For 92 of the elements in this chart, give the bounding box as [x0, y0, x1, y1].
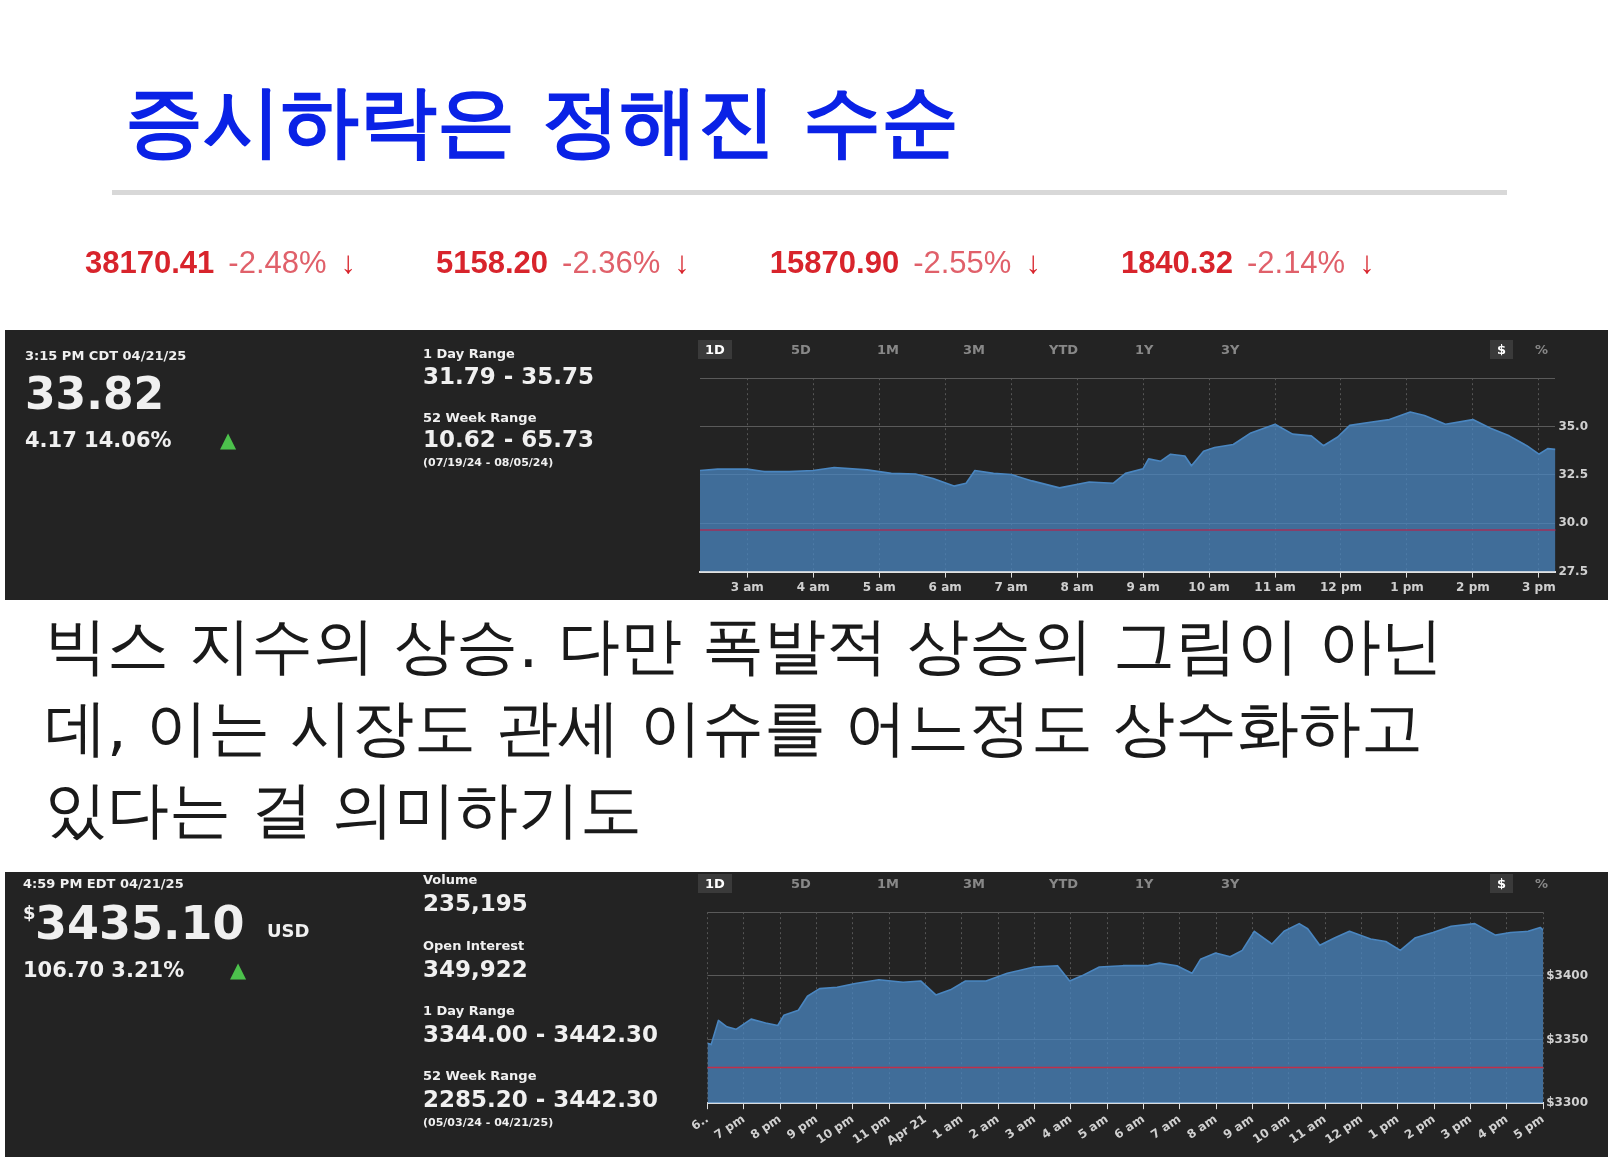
- text: 3Y: [1220, 341, 1241, 359]
- text: ↓: [674, 245, 690, 281]
- x-tick-label: 2 pm: [1456, 579, 1490, 594]
- text: -2.14%: [1246, 245, 1346, 281]
- text: 1840.32: [1120, 245, 1233, 281]
- text: 31.79 - 35.75: [423, 363, 595, 389]
- text: ↓: [1359, 245, 1375, 281]
- text: 3435.10: [35, 896, 245, 950]
- text: 349,922: [423, 956, 528, 982]
- text: Open Interest: [423, 938, 525, 953]
- text: -2.48%: [228, 245, 327, 281]
- x-tick-label: 3 pm: [1438, 1111, 1474, 1142]
- x-tick-label: 7 pm: [711, 1111, 748, 1142]
- x-tick-label: 8 am: [1184, 1111, 1220, 1142]
- text: 1D: [698, 874, 732, 893]
- text: ▲: [230, 958, 247, 982]
- text: ▲: [220, 428, 237, 452]
- text: 1Y: [1134, 875, 1155, 893]
- x-tick-label: 8 pm: [747, 1111, 784, 1142]
- text: %: [1534, 341, 1550, 359]
- x-tick-label: 5 am: [862, 579, 896, 594]
- x-tick-label: 5 am: [1075, 1111, 1111, 1142]
- x-tick-label: 4 am: [796, 579, 830, 594]
- text: $: [23, 902, 36, 923]
- text: (05/03/24 - 04/21/25): [423, 1116, 554, 1129]
- y-tick-label: 35.0: [1558, 418, 1588, 433]
- x-tick-label: 3 pm: [1522, 579, 1556, 594]
- x-tick-label: 6..: [688, 1111, 711, 1133]
- x-tick-label: 7 am: [994, 579, 1028, 594]
- text: 15870.90: [769, 245, 900, 281]
- text: 증시하락은 정해진 수순: [125, 75, 960, 168]
- text: 3344.00 - 3442.30: [423, 1021, 659, 1047]
- text: 4.17 14.06%: [25, 428, 172, 452]
- x-tick-label: 6 am: [928, 579, 962, 594]
- text: 3Y: [1220, 875, 1241, 893]
- x-tick-label: 9 am: [1126, 579, 1160, 594]
- text: 5158.20: [436, 245, 549, 281]
- y-tick-label: $3300: [1546, 1095, 1588, 1110]
- x-tick-label: 3 am: [730, 579, 764, 594]
- text: %: [1534, 875, 1550, 893]
- text: 52 Week Range: [423, 410, 537, 425]
- x-tick-label: 11 am: [1254, 579, 1296, 594]
- x-tick-label: 5 pm: [1510, 1111, 1547, 1142]
- text: 빅스 지수의 상승. 다만 폭발적 상승의 그림이 아닌데, 이는 시장도 관세 이슈를 어느정도 상수화하고 있다는 걸 의미하기도: [45, 608, 1444, 848]
- text: 38170.41: [85, 245, 215, 281]
- x-tick-label: 1 pm: [1390, 579, 1424, 594]
- text: -2.55%: [913, 245, 1012, 281]
- text: 10.62 - 65.73: [423, 426, 595, 452]
- text: YTD: [1048, 875, 1080, 893]
- x-tick-label: 6 am: [1111, 1111, 1147, 1142]
- text: 52 Week Range: [423, 1068, 537, 1083]
- x-tick-label: 4 pm: [1474, 1111, 1511, 1142]
- text: 3M: [962, 875, 986, 893]
- x-tick-label: 10 am: [1188, 579, 1230, 594]
- text: $: [1490, 340, 1514, 359]
- text: 235,195: [423, 890, 528, 916]
- text: 5D: [790, 341, 812, 359]
- x-tick-label: 8 am: [1060, 579, 1094, 594]
- text: 4:59 PM EDT 04/21/25: [23, 876, 184, 891]
- x-tick-label: 1 am: [929, 1111, 966, 1142]
- text: 3M: [962, 341, 986, 359]
- text: 1M: [876, 875, 900, 893]
- y-tick-label: 30.0: [1558, 515, 1588, 530]
- text: -2.36%: [562, 245, 661, 281]
- text: 33.82: [25, 368, 165, 419]
- text: 1 Day Range: [423, 346, 515, 361]
- text: Volume: [423, 872, 478, 887]
- text: YTD: [1048, 341, 1080, 359]
- y-tick-label: 27.5: [1558, 563, 1588, 578]
- y-tick-label: 32.5: [1558, 467, 1588, 482]
- x-tick-label: 2 pm: [1401, 1111, 1438, 1142]
- text: 3:15 PM CDT 04/21/25: [25, 348, 187, 363]
- text: 5D: [790, 875, 812, 893]
- text: $: [1490, 874, 1514, 893]
- text: 1M: [876, 341, 900, 359]
- text: 2285.20 - 3442.30: [423, 1086, 659, 1112]
- text: (07/19/24 - 08/05/24): [423, 456, 554, 469]
- text: 1D: [698, 340, 732, 359]
- text: 1 Day Range: [423, 1003, 515, 1018]
- x-tick-label: 7 am: [1148, 1111, 1184, 1142]
- x-tick-label: 1 pm: [1365, 1111, 1402, 1142]
- text: 106.70 3.21%: [23, 958, 185, 982]
- text: ↓: [1025, 245, 1041, 281]
- x-tick-label: 2 am: [966, 1111, 1002, 1142]
- text: USD: [267, 920, 310, 941]
- x-tick-label: 4 am: [1039, 1111, 1075, 1142]
- x-tick-label: 3 am: [1002, 1111, 1038, 1142]
- y-tick-label: $3350: [1546, 1031, 1588, 1046]
- y-tick-label: $3400: [1546, 967, 1588, 982]
- x-tick-label: 12 pm: [1320, 579, 1362, 594]
- text: 1Y: [1134, 341, 1155, 359]
- text: ↓: [340, 245, 357, 281]
